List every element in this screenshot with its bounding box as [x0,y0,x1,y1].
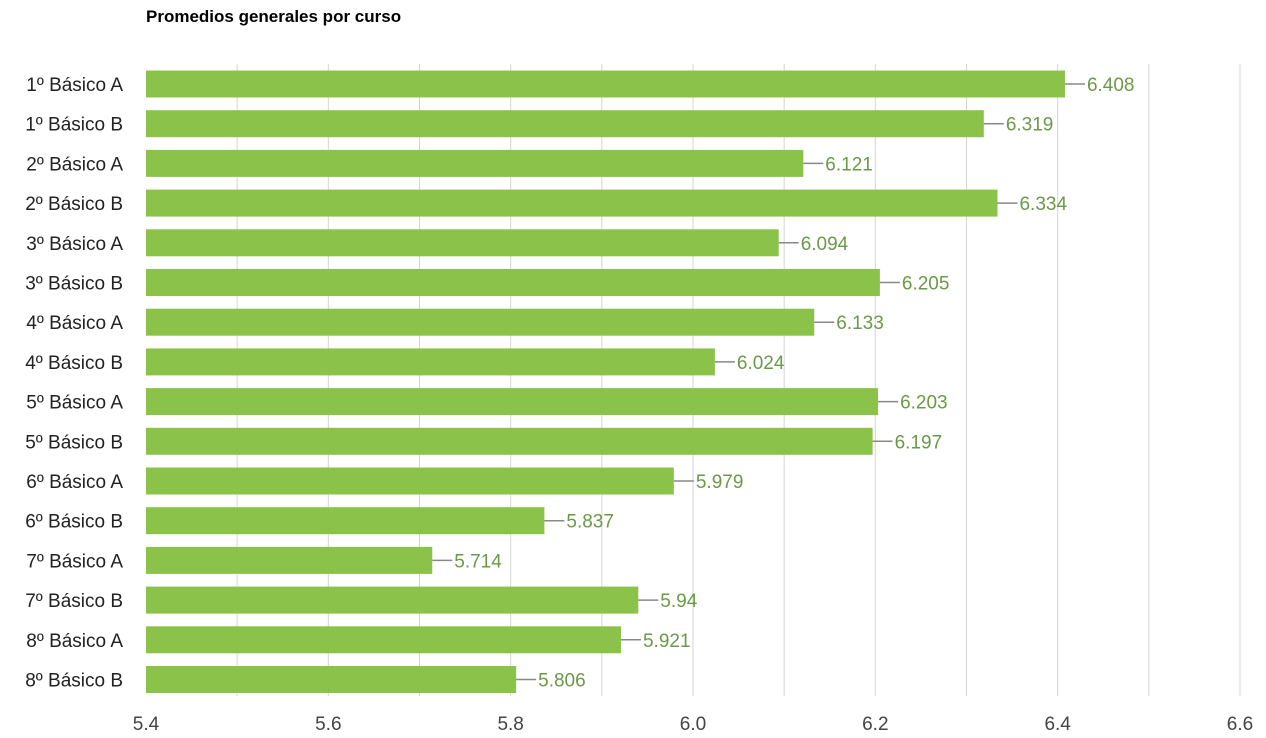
value-label: 5.979 [696,472,744,493]
x-tick-label: 5.6 [315,714,341,735]
category-label: 1º Básico A [26,75,123,96]
bar [146,70,1065,98]
x-tick-label: 6.0 [680,714,706,735]
bar [146,586,639,614]
x-tick-label: 6.2 [862,714,888,735]
bar [146,269,880,296]
x-tick-label: 5.4 [133,714,160,735]
value-label: 6.121 [825,154,873,175]
x-tick-label: 6.4 [1044,714,1071,735]
x-tick-label: 5.8 [497,714,523,735]
value-label: 5.806 [538,671,586,692]
bar [146,110,984,138]
value-label: 5.837 [566,512,614,533]
category-label: 8º Básico A [26,631,123,652]
value-label: 6.197 [895,432,943,453]
value-labels: 6.408 6.319 6.121 6.334 6.094 6.205 6.133 6.024… [454,75,1134,692]
category-label: 4º Básico B [25,353,123,374]
bars [146,70,1065,693]
category-label: 3º Básico A [26,234,123,255]
bar [146,467,674,495]
category-label: 6º Básico A [26,472,123,493]
bar [146,507,545,535]
category-label: 6º Básico B [25,512,123,533]
bar [146,666,517,693]
bar [146,388,879,416]
category-label: 2º Básico B [25,194,123,215]
value-label: 5.921 [643,631,691,652]
x-axis-tick-labels: 5.4 5.6 5.8 6.0 6.2 6.4 6.6 [133,714,1253,735]
value-label: 6.133 [836,313,884,334]
chart-title: Promedios generales por curso [146,7,402,26]
bar [146,427,873,455]
value-label: 5.714 [454,551,502,572]
value-label: 6.408 [1087,75,1135,96]
category-label: 7º Básico A [26,551,123,572]
category-labels: 1º Básico A 1º Básico B 2º Básico A 2º Bási… [25,75,123,692]
category-label: 5º Básico B [25,432,123,453]
bar [146,626,621,654]
value-label: 6.203 [900,393,948,414]
category-label: 8º Básico B [25,671,123,692]
category-label: 3º Básico B [25,274,123,295]
bar [146,189,998,217]
category-label: 2º Básico A [26,154,123,175]
value-label: 6.094 [801,234,849,255]
value-label: 5.94 [660,591,697,612]
value-label: 6.205 [902,274,950,295]
value-label: 6.334 [1019,194,1067,215]
category-label: 7º Básico B [25,591,123,612]
leader-lines [432,83,1085,681]
bar [146,149,804,177]
category-label: 4º Básico A [26,313,123,334]
bar [146,348,715,376]
bar [146,308,815,336]
value-label: 6.024 [737,353,785,374]
bar [146,229,779,257]
x-tick-label: 6.6 [1227,714,1253,735]
category-label: 1º Básico B [25,115,123,136]
bar [146,546,433,574]
value-label: 6.319 [1006,115,1054,136]
category-label: 5º Básico A [26,393,123,414]
